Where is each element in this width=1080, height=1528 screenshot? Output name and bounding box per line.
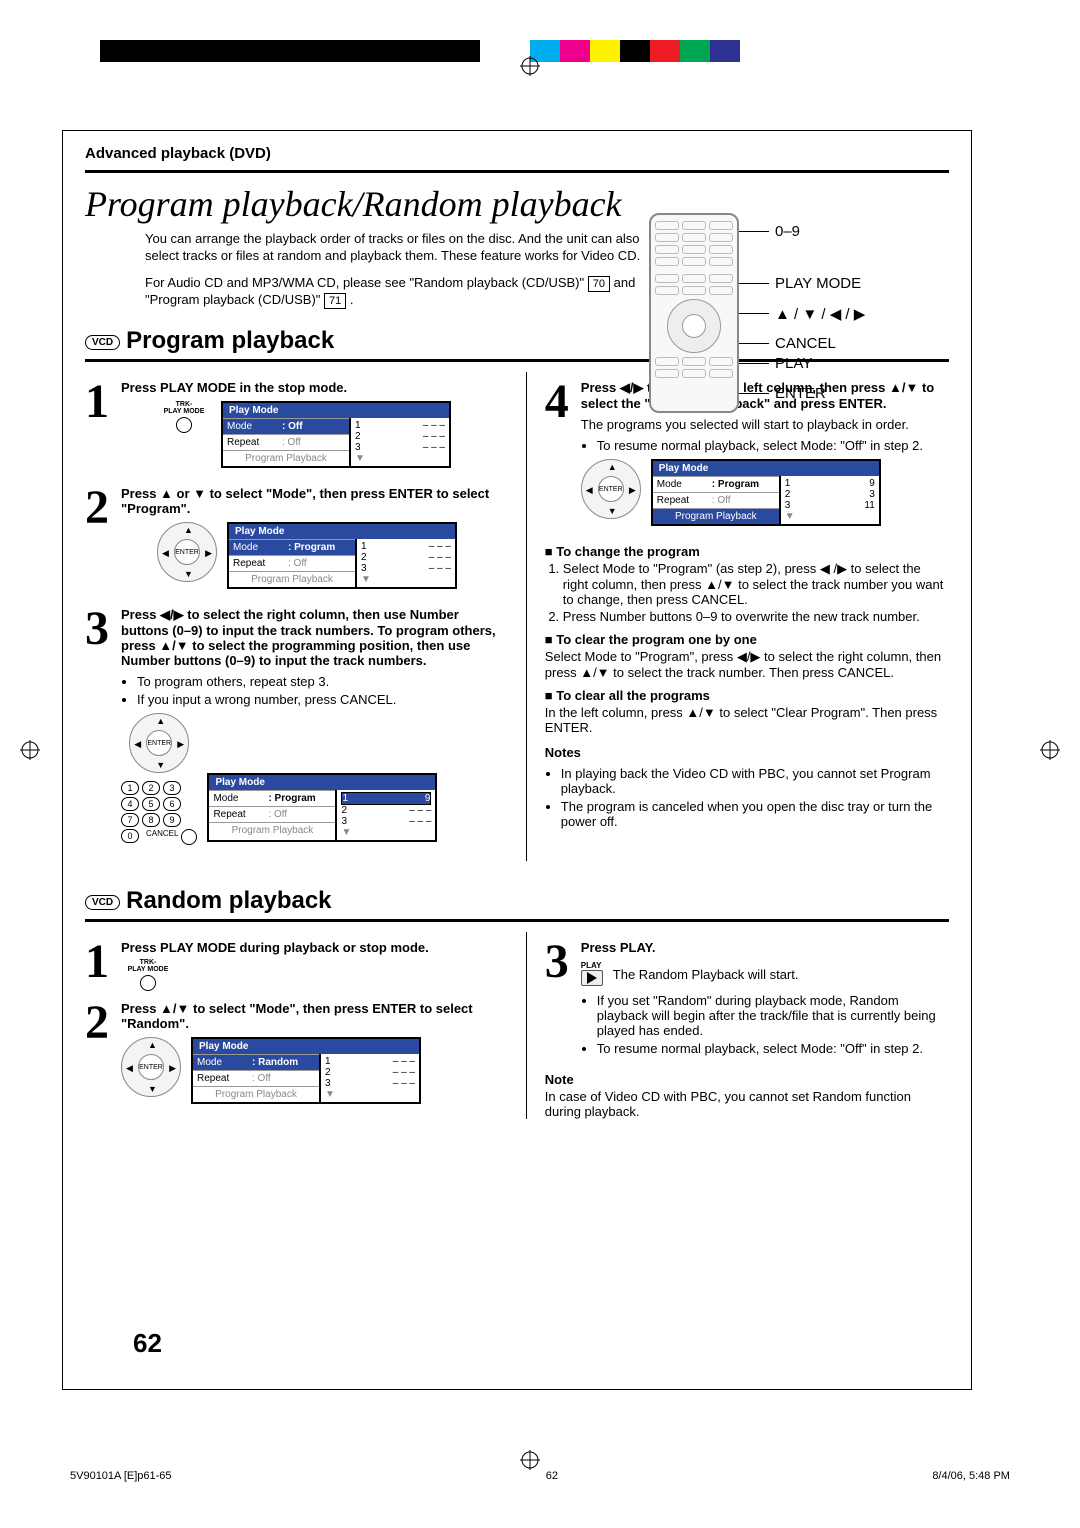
page-number: 62 — [133, 1328, 162, 1359]
registration-mark-icon — [20, 740, 40, 760]
remote-label: PLAY MODE — [775, 275, 861, 292]
page-ref: 71 — [324, 293, 346, 309]
vcd-badge: VCD — [85, 895, 120, 910]
dpad-icon: ▲ ▼ ◀ ▶ ENTER — [129, 713, 189, 773]
step-3: 3 Press ◀/▶ to select the right column, … — [85, 607, 508, 857]
remote-label: ENTER — [775, 385, 826, 402]
subhead-change: To change the program — [545, 544, 949, 559]
remote-label: PLAY — [775, 355, 812, 372]
osd-playmode: Play ModeMode: RandomRepeat: OffProgram … — [191, 1037, 421, 1104]
osd-playmode: Play ModeMode: ProgramRepeat: OffProgram… — [207, 773, 437, 842]
trk-playmode-label: TRK-PLAY MODE — [121, 959, 175, 973]
registration-mark-icon — [1040, 740, 1060, 760]
footer: 5V90101A [E]p61-65 62 8/4/06, 5:48 PM — [70, 1470, 1010, 1482]
registration-mark-icon — [520, 56, 540, 76]
page-ref: 70 — [588, 276, 610, 292]
playmode-button-icon — [176, 417, 192, 433]
playmode-button-icon — [140, 975, 156, 991]
play-icon: PLAY — [581, 961, 603, 987]
intro-text-2: For Audio CD and MP3/WMA CD, please see … — [145, 275, 665, 310]
footer-left: 5V90101A [E]p61-65 — [70, 1470, 172, 1482]
list-item: Press Number buttons 0–9 to overwrite th… — [563, 609, 949, 624]
subhead-clear-one: To clear the program one by one — [545, 632, 949, 647]
numpad-icon: 123 456 789 0CANCEL — [121, 779, 197, 847]
list-item: Select Mode to "Program" (as step 2), pr… — [563, 561, 949, 607]
remote-icon — [649, 213, 739, 413]
remote-label: ▲ / ▼ / ◀ / ▶ — [775, 305, 865, 323]
divider — [85, 919, 949, 922]
section-label: Advanced playback (DVD) — [85, 145, 949, 162]
random-step-2: 2 Press ▲/▼ to select "Mode", then press… — [85, 1001, 508, 1114]
trk-playmode-label: TRK-PLAY MODE — [157, 401, 211, 415]
osd-playmode: Play ModeMode: OffRepeat: OffProgram Pla… — [221, 401, 451, 468]
osd-playmode: Play ModeMode: ProgramRepeat: OffProgram… — [227, 522, 457, 589]
dpad-icon: ▲ ▼ ◀ ▶ ENTER — [581, 459, 641, 519]
footer-center: 62 — [546, 1470, 558, 1482]
list-item: The program is canceled when you open th… — [561, 799, 949, 829]
list-item: In playing back the Video CD with PBC, y… — [561, 766, 949, 796]
list-item: If you set "Random" during playback mode… — [597, 993, 949, 1038]
step-2: 2 Press ▲ or ▼ to select "Mode", then pr… — [85, 486, 508, 599]
random-step-1: 1 Press PLAY MODE during playback or sto… — [85, 940, 508, 993]
step-1: 1 Press PLAY MODE in the stop mode. TRK-… — [85, 380, 508, 478]
intro-text: You can arrange the playback order of tr… — [145, 231, 665, 265]
divider — [85, 170, 949, 173]
remote-label: 0–9 — [775, 223, 800, 240]
note-heading: Note — [545, 1072, 949, 1087]
random-heading: VCDRandom playback — [85, 887, 949, 915]
remote-label: CANCEL — [775, 335, 836, 352]
footer-right: 8/4/06, 5:48 PM — [932, 1470, 1010, 1482]
notes-heading: Notes — [545, 745, 949, 760]
dpad-icon: ▲ ▼ ◀ ▶ ENTER — [157, 522, 217, 582]
osd-playmode: Play ModeMode: ProgramRepeat: OffProgram… — [651, 459, 881, 526]
registration-mark-icon — [520, 1450, 540, 1470]
vcd-badge: VCD — [85, 335, 120, 350]
dpad-icon: ▲ ▼ ◀ ▶ ENTER — [121, 1037, 181, 1097]
random-step-3: 3 Press PLAY. PLAY The Random Playback w… — [545, 940, 949, 1062]
remote-diagram: 0–9 PLAY MODE ▲ / ▼ / ◀ / ▶ CANCEL PLAY … — [649, 213, 919, 433]
subhead-clear-all: To clear all the programs — [545, 688, 949, 703]
list-item: To resume normal playback, select Mode: … — [597, 1041, 949, 1056]
page-frame: Advanced playback (DVD) Program playback… — [62, 130, 972, 1390]
